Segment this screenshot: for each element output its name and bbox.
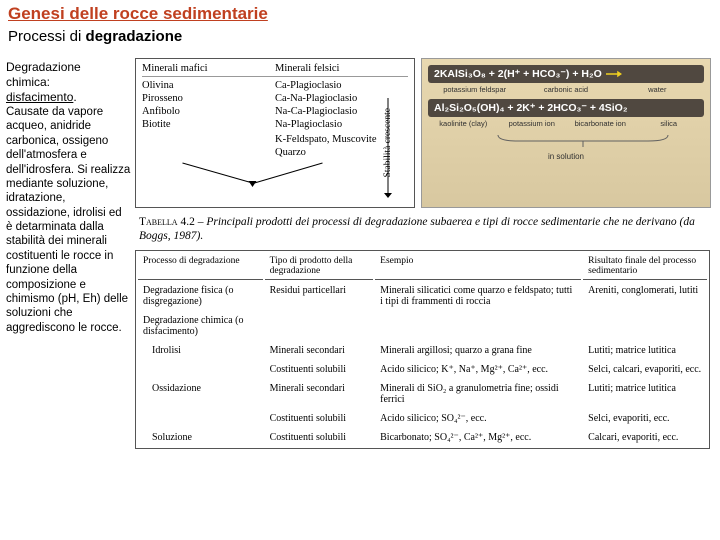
table-cell xyxy=(265,312,374,340)
equation-2: Al₂Si₂O₅(OH)₄ + 2K⁺ + 2HCO₃⁻ + 4SiO₂ xyxy=(428,99,704,117)
left-h1: Degradazione xyxy=(6,60,81,74)
table-row: Costituenti solubiliAcido silicico; SO₄²… xyxy=(138,410,707,427)
mineral-hdr2: Minerali felsici xyxy=(275,63,408,74)
page-subtitle: Processi di degradazione xyxy=(0,26,720,51)
table-cell: Areniti, conglomerati, lutiti xyxy=(583,282,707,310)
caption-tab: Tabella 4.2 xyxy=(139,216,195,228)
top-row: Minerali mafici Minerali felsici Olivina… xyxy=(135,58,715,208)
in-solution-label: in solution xyxy=(428,152,704,161)
table-cell xyxy=(583,312,707,340)
th-1: Tipo di prodotto della degradazione xyxy=(265,253,374,280)
table-cell: Residui particellari xyxy=(265,282,374,310)
left-body: Causate da vapore acqueo, anidride carbo… xyxy=(6,105,131,335)
stability-arrow: Stabilità crescente xyxy=(368,85,408,201)
mineral-col1: Olivina Pirosseno Anfibolo Biotite xyxy=(142,80,275,158)
th-2: Esempio xyxy=(375,253,581,280)
table-cell: Acido silicico; SO₄²⁻, ecc. xyxy=(375,410,581,427)
table-cell: Costituenti solubili xyxy=(265,429,374,446)
table-cell: Selci, evaporiti, ecc. xyxy=(583,410,707,427)
table-cell xyxy=(375,312,581,340)
subtitle-bold: degradazione xyxy=(86,28,183,45)
chemistry-box: 2KAlSi₃O₈ + 2(H⁺ + HCO₃⁻) + H₂O potassiu… xyxy=(421,58,711,208)
eq1-labels: potassium feldspar carbonic acid water xyxy=(428,85,704,99)
table-cell: Calcari, evaporiti, ecc. xyxy=(583,429,707,446)
page-title: Genesi delle rocce sedimentarie xyxy=(0,0,720,26)
lbl1-2: water xyxy=(615,85,700,94)
lbl2-1: potassium ion xyxy=(501,119,564,128)
th-0: Processo di degradazione xyxy=(138,253,263,280)
caption-text: – Principali prodotti dei processi di de… xyxy=(139,216,695,242)
lbl2-0: kaolinite (clay) xyxy=(432,119,495,128)
table-cell: Minerali silicatici come quarzo e feldsp… xyxy=(375,282,581,310)
mineral-hdr1: Minerali mafici xyxy=(142,63,275,74)
table-body: Degradazione fisica (o disgregazione)Res… xyxy=(138,282,707,446)
table-cell: Minerali argillosi; quarzo a grana fine xyxy=(375,342,581,359)
lbl2-3: silica xyxy=(638,119,701,128)
eq2-labels: kaolinite (clay) potassium ion bicarbona… xyxy=(428,119,704,133)
th-3: Risultato finale del processo sedimentar… xyxy=(583,253,707,280)
equation-1: 2KAlSi₃O₈ + 2(H⁺ + HCO₃⁻) + H₂O xyxy=(428,65,704,83)
eq1-text: 2KAlSi₃O₈ + 2(H⁺ + HCO₃⁻) + H₂O xyxy=(434,68,602,80)
left-heading: Degradazione chimica: disfacimento. xyxy=(6,60,131,105)
lbl2-2: bicarbonate ion xyxy=(569,119,632,128)
table-cell: Idrolisi xyxy=(138,342,263,359)
lbl1-0: potassium feldspar xyxy=(432,85,517,94)
left-h2: chimica: xyxy=(6,75,50,89)
m1-1: Pirosseno xyxy=(142,93,275,104)
table-row: SoluzioneCostituenti solubiliBicarbonato… xyxy=(138,429,707,446)
table-cell: Costituenti solubili xyxy=(265,410,374,427)
m1-2: Anfibolo xyxy=(142,106,275,117)
m1-3: Biotite xyxy=(142,119,275,130)
table-cell: Minerali secondari xyxy=(265,380,374,408)
table-cell: Lutiti; matrice lutitica xyxy=(583,380,707,408)
table-cell: Bicarbonato; SO₄²⁻, Ca²⁺, Mg²⁺, ecc. xyxy=(375,429,581,446)
table-row: Costituenti solubiliAcido silicico; K⁺, … xyxy=(138,361,707,378)
right-column: Minerali mafici Minerali felsici Olivina… xyxy=(135,58,715,449)
table-row: Degradazione fisica (o disgregazione)Res… xyxy=(138,282,707,310)
table-cell: Costituenti solubili xyxy=(265,361,374,378)
table-cell: Acido silicico; K⁺, Na⁺, Mg²⁺, Ca²⁺, ecc… xyxy=(375,361,581,378)
table-row: OssidazioneMinerali secondariMinerali di… xyxy=(138,380,707,408)
table-cell: Selci, calcari, evaporiti, ecc. xyxy=(583,361,707,378)
left-h3: disfacimento xyxy=(6,90,73,104)
products-table: Processo di degradazione Tipo di prodott… xyxy=(135,250,710,449)
eq2-text: Al₂Si₂O₅(OH)₄ + 2K⁺ + 2HCO₃⁻ + 4SiO₂ xyxy=(434,102,628,114)
arrow-right-icon xyxy=(606,70,622,78)
table-cell xyxy=(138,361,263,378)
table-row: IdrolisiMinerali secondariMinerali argil… xyxy=(138,342,707,359)
mineral-arrows xyxy=(146,161,359,187)
table-caption: Tabella 4.2 – Principali prodotti dei pr… xyxy=(135,208,715,250)
table-cell: Lutiti; matrice lutitica xyxy=(583,342,707,359)
lbl1-1: carbonic acid xyxy=(523,85,608,94)
table-cell: Soluzione xyxy=(138,429,263,446)
table-row: Degradazione chimica (o disfacimento) xyxy=(138,312,707,340)
table-cell: Ossidazione xyxy=(138,380,263,408)
bracket-icon xyxy=(428,133,698,147)
left-column: Degradazione chimica: disfacimento. Caus… xyxy=(6,60,131,335)
table-cell: Degradazione fisica (o disgregazione) xyxy=(138,282,263,310)
table-cell xyxy=(138,410,263,427)
table-cell: Minerali secondari xyxy=(265,342,374,359)
subtitle-pre: Processi di xyxy=(8,28,86,45)
table-cell: Degradazione chimica (o disfacimento) xyxy=(138,312,263,340)
stability-label: Stabilità crescente xyxy=(383,108,393,177)
m1-0: Olivina xyxy=(142,80,275,91)
mineral-table: Minerali mafici Minerali felsici Olivina… xyxy=(135,58,415,208)
table-cell: Minerali di SiO₂ a granulometria fine; o… xyxy=(375,380,581,408)
